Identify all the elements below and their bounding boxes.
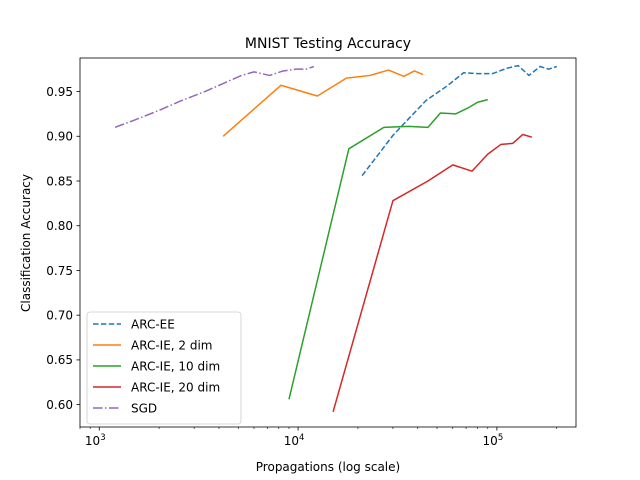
plot-area [114,64,557,412]
legend-box [86,311,242,425]
legend-label-3: ARC-IE, 20 dim [131,380,220,394]
legend: ARC-EE ARC-IE, 2 dim ARC-IE, 10 dim ARC-IE,… [86,311,242,425]
legend-label-1: ARC-IE, 2 dim [131,338,213,352]
axes: 0.60 0.65 0.70 0.75 0.80 0.85 0.90 0.95 103 104 10… [46,57,577,448]
legend-label-0: ARC-EE [131,317,175,331]
chart-title: MNIST Testing Accuracy [245,36,411,52]
legend-label-2: ARC-IE, 10 dim [131,359,220,373]
y-tick-label: 0.75 [46,264,73,278]
series-line-4 [114,65,315,129]
y-tick-label: 0.85 [46,174,73,188]
series-line-0 [361,64,557,177]
y-tick-label: 0.95 [46,85,73,99]
axes-frame [79,57,577,428]
y-tick-label: 0.90 [46,130,73,144]
y-tick-label: 0.65 [46,353,73,367]
series-line-1 [222,69,424,137]
x-tick-label: 104 [284,433,305,448]
y-tick-label: 0.80 [46,219,73,233]
legend-label-4: SGD [131,401,157,415]
series-line-3 [332,133,533,412]
y-tick-label: 0.60 [46,398,73,412]
x-tick-label: 105 [483,433,504,448]
x-axis-label: Propagations (log scale) [256,460,400,474]
series-line-2 [288,98,488,400]
y-axis-label: Classification Accuracy [19,174,33,312]
y-tick-label: 0.70 [46,308,73,322]
x-tick-label: 103 [85,433,106,448]
